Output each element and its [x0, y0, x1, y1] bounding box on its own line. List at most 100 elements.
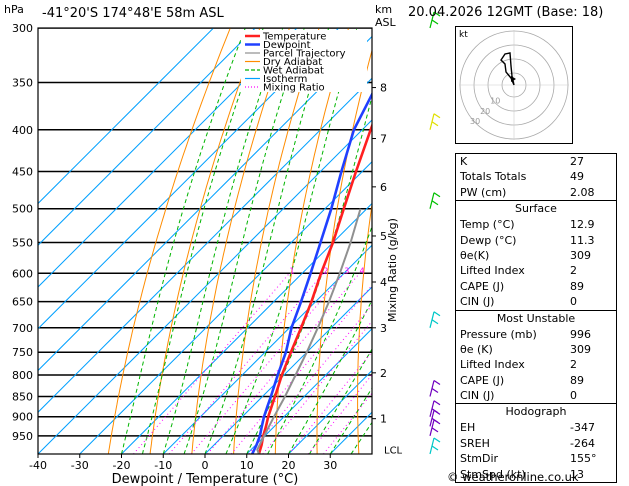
hodograph-ring-label: 10: [490, 97, 500, 106]
series-temperature: [257, 122, 372, 454]
surface-title: Surface: [515, 202, 557, 216]
indices-top: K 27 Totals Totals 49 PW (cm) 2.08: [456, 154, 616, 200]
km-tick-label: 3: [380, 322, 387, 335]
surface-section: Surface Temp (°C) 12.9 Dewp (°C) 11.3 θe(K) 3…: [456, 200, 616, 309]
wind-barb-flag: [431, 200, 439, 206]
wind-barb-flag: [433, 409, 441, 415]
surface-value: 0: [570, 295, 577, 309]
wet-adiabat: [329, 387, 372, 454]
km-tick-label: 6: [380, 181, 387, 194]
location-title: -41°20'S 174°48'E 58m ASL: [42, 6, 224, 21]
hodograph-index-label: EH: [460, 421, 476, 435]
most-unstable-label: CAPE (J): [460, 373, 505, 387]
mixing-ratio-label: 4: [360, 266, 365, 275]
most-unstable-row: CIN (J) 0: [456, 388, 616, 403]
surface-value: 12.9: [570, 218, 595, 232]
hodograph-index-row: StmSpd (kt) 13: [456, 467, 616, 482]
series-dewpoint: [251, 91, 372, 454]
pressure-tick-label: 300: [12, 22, 33, 35]
km-tick-label: 5: [380, 230, 387, 243]
km-unit-label: km: [375, 3, 392, 16]
pressure-tick-label: 900: [12, 411, 33, 424]
wind-barb-flag: [431, 445, 439, 451]
dry-adiabat: [191, 28, 290, 454]
hodograph-section: Hodograph EH -347 SREH -264 StmDir 155° StmSpd…: [456, 403, 616, 482]
surface-row: CAPE (J) 89: [456, 279, 616, 294]
mixing-ratio-label: 10: [409, 266, 419, 275]
legend-entry: Temperature: [262, 32, 326, 43]
hodograph-index-value: 155°: [570, 452, 597, 466]
most-unstable-section: Most Unstable Pressure (mb) 996 θe (K) 309 L…: [456, 309, 616, 404]
wind-barb-flag: [431, 387, 439, 393]
mixing-ratio-label: 3: [344, 266, 349, 275]
pressure-tick-label: 650: [12, 296, 33, 309]
surface-row: Temp (°C) 12.9: [456, 217, 616, 232]
indices-panel: K 27 Totals Totals 49 PW (cm) 2.08 Surface Te…: [455, 153, 617, 484]
x-tick-label: -30: [71, 459, 89, 472]
surface-label: Dewp (°C): [460, 233, 517, 247]
km-tick-label: 7: [380, 133, 387, 146]
index-row: K 27: [456, 154, 616, 169]
legend-box: [241, 30, 367, 92]
hodograph-trace: [500, 52, 515, 86]
x-tick-label: -10: [154, 459, 172, 472]
pressure-tick-label: 950: [12, 430, 33, 443]
hodograph-index-label: StmDir: [460, 452, 499, 466]
index-value: 2.08: [570, 185, 595, 199]
index-row: PW (cm) 2.08: [456, 185, 616, 200]
x-axis-label: Dewpoint / Temperature (°C): [112, 472, 299, 486]
x-tick-label: 0: [202, 459, 209, 472]
most-unstable-value: 309: [570, 342, 591, 356]
wind-barb-flag: [431, 19, 439, 25]
isotherm: [38, 119, 372, 454]
pressure-tick-label: 800: [12, 369, 33, 382]
surface-label: θe(K): [460, 248, 490, 262]
isotherm: [38, 77, 372, 413]
wet-adiabat: [267, 225, 372, 454]
mixing-ratio-label: 1: [290, 266, 295, 275]
most-unstable-row: CAPE (J) 89: [456, 373, 616, 388]
index-row: Totals Totals 49: [456, 169, 616, 184]
legend-entry: Mixing Ratio: [263, 83, 325, 94]
km-tick-label: 2: [380, 367, 387, 380]
storm-motion-marker: [511, 76, 516, 82]
index-value: 49: [570, 170, 584, 184]
mixing-ratio-axis-label: Mixing Ratio (g/kg): [386, 218, 399, 322]
most-unstable-value: 2: [570, 358, 577, 372]
legend-entry: Isotherm: [263, 74, 307, 85]
hodograph-index-row: StmDir 155°: [456, 451, 616, 466]
pressure-tick-label: 500: [12, 203, 33, 216]
wind-barb-flag: [433, 379, 441, 385]
dry-adiabat: [149, 28, 261, 454]
surface-value: 89: [570, 279, 584, 293]
asl-unit-label: ASL: [375, 16, 397, 29]
most-unstable-row: θe (K) 309: [456, 342, 616, 357]
mixing-ratio-line: [133, 272, 290, 454]
most-unstable-row: Lifted Index 2: [456, 357, 616, 372]
wind-barb-flag: [431, 319, 439, 325]
km-tick-label: 1: [380, 413, 387, 426]
wet-adiabat: [121, 28, 246, 454]
isotherm: [38, 35, 372, 372]
most-unstable-value: 0: [570, 389, 577, 403]
hodograph-ring-label: 20: [480, 107, 490, 116]
surface-row: θe(K) 309: [456, 248, 616, 263]
hodograph-index-label: StmSpd (kt): [460, 467, 526, 481]
x-tick-label: 20: [282, 459, 296, 472]
most-unstable-title: Most Unstable: [496, 311, 576, 325]
pressure-tick-label: 450: [12, 165, 33, 178]
wind-barb-flag: [431, 427, 439, 433]
wet-adiabat: [204, 28, 330, 454]
isotherm: [38, 28, 298, 288]
hodograph-unit: kt: [459, 30, 468, 40]
surface-label: CIN (J): [460, 295, 495, 309]
lcl-label: LCL: [384, 446, 403, 457]
hodograph-index-label: SREH: [460, 436, 490, 450]
pressure-tick-label: 550: [12, 236, 33, 249]
pressure-tick-label: 600: [12, 267, 33, 280]
wet-adiabat: [141, 28, 264, 454]
wet-adiabat: [308, 348, 372, 454]
wind-barb-flag: [433, 311, 441, 317]
index-label: K: [460, 155, 468, 168]
mixing-ratio-line: [168, 272, 324, 454]
